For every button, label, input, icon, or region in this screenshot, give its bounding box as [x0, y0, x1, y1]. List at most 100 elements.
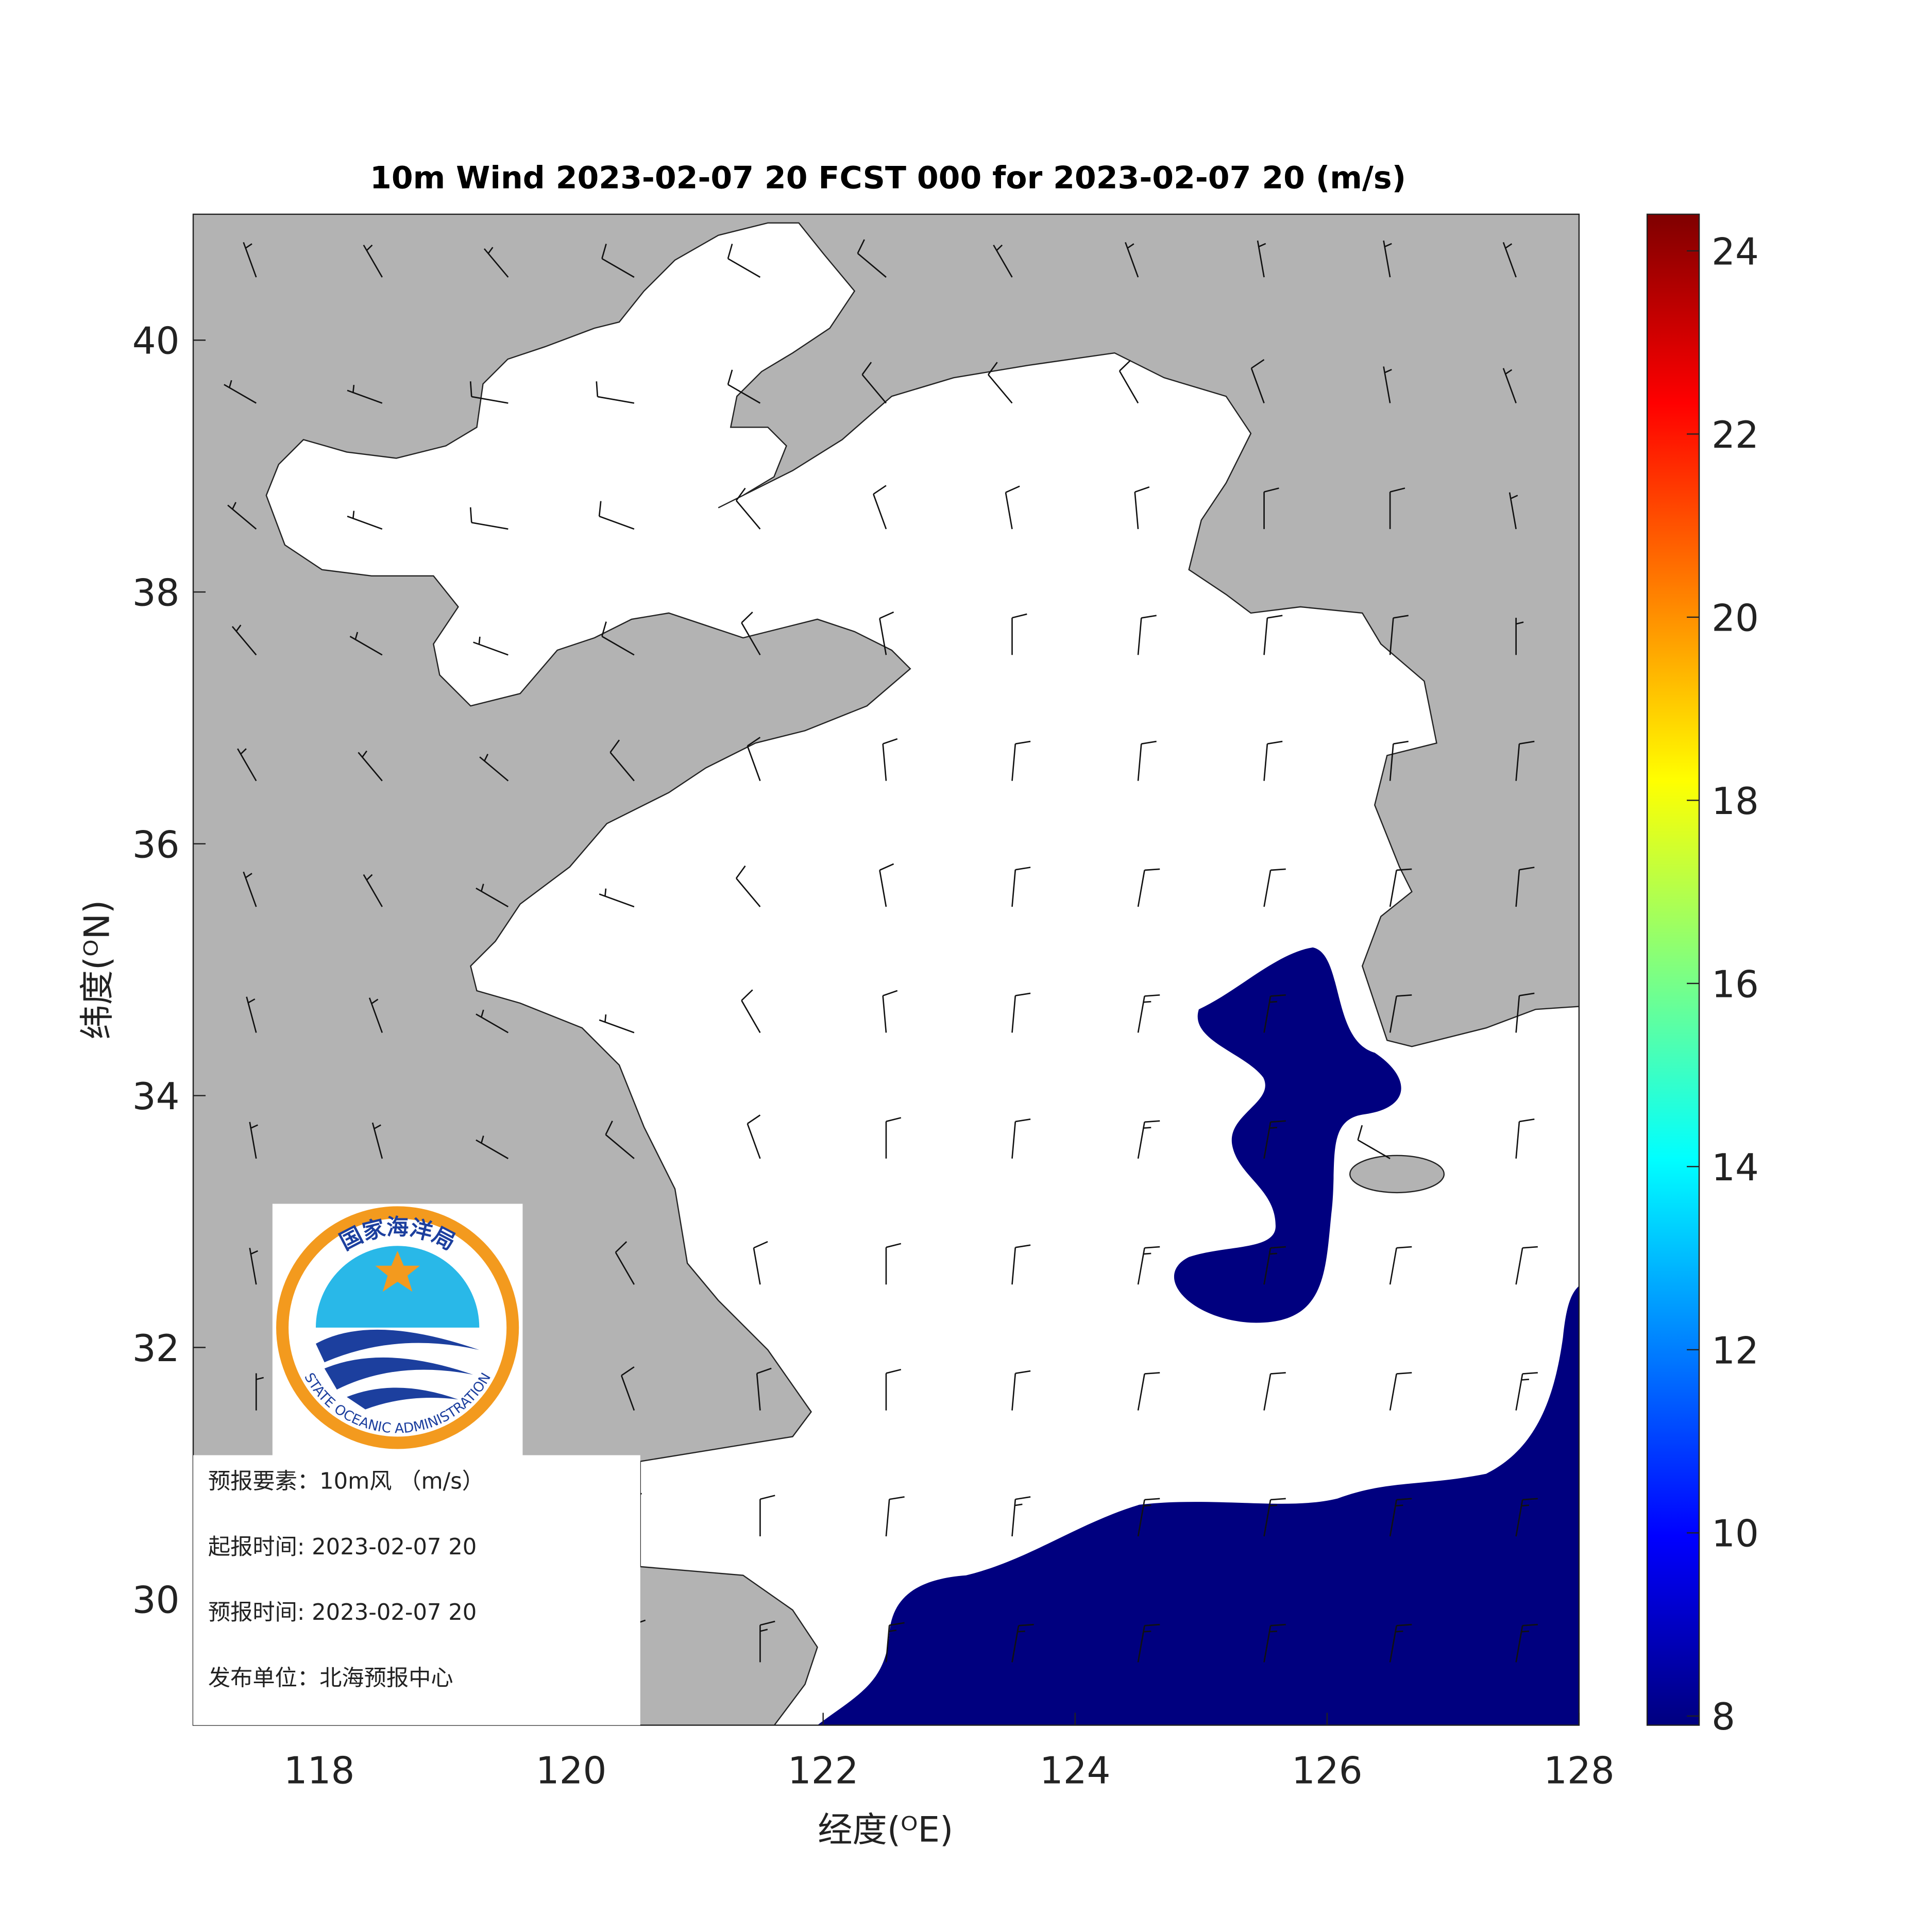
colorbar-tick-label: 24 — [1711, 230, 1759, 274]
wind-barb — [1011, 1623, 1034, 1663]
wind-barb — [1509, 492, 1518, 530]
wind-barb — [735, 865, 761, 907]
wind-barb — [1011, 1370, 1031, 1411]
wind-barb — [1515, 1372, 1538, 1411]
wind-barb — [476, 1136, 509, 1159]
wind-barb — [1263, 1498, 1286, 1537]
wind-barb — [1011, 992, 1031, 1033]
x-axis-label: 经度(ᴼE) — [818, 1810, 953, 1850]
wind-barb — [347, 384, 383, 404]
axes: 118 120 122 124 126 128 30 32 34 36 38 40 — [132, 320, 1615, 1793]
wind-barb — [1515, 618, 1524, 655]
wind-barb — [1389, 1246, 1412, 1285]
wind-barb — [1263, 740, 1283, 781]
wind-barb — [727, 369, 761, 404]
wind-barb — [609, 739, 635, 782]
x-tick-label: 126 — [1292, 1750, 1363, 1793]
wind-barb — [231, 624, 257, 656]
info-line: 预报要素：10m风 （m/s） — [208, 1468, 484, 1494]
wind-barb — [243, 871, 257, 907]
y-tick-label: 30 — [132, 1579, 180, 1622]
info: 预报要素：10m风 （m/s） 起报时间: 2023-02-07 20 预报时间: … — [208, 1468, 484, 1691]
wind-barb — [1515, 740, 1535, 781]
wind-barb — [885, 1243, 902, 1285]
wind-barb — [741, 612, 761, 655]
y-tick-label: 36 — [132, 823, 180, 867]
wind-barb — [1515, 1118, 1535, 1159]
wind-barb — [1389, 487, 1405, 529]
colorbar-tick-label: 8 — [1711, 1696, 1735, 1739]
wind-barb — [1383, 366, 1392, 403]
wind-barb — [363, 874, 383, 907]
wind-barb — [1137, 740, 1157, 781]
wind-barb — [1011, 1244, 1031, 1285]
logo-sea — [315, 1331, 480, 1413]
wind-barb — [885, 1117, 902, 1159]
wind-barb — [1263, 1623, 1286, 1663]
info-box — [193, 1455, 640, 1725]
wind-barb — [1011, 1118, 1031, 1159]
wind-barb — [988, 362, 1013, 404]
x-tick-label: 118 — [284, 1750, 355, 1793]
wind-barb — [473, 636, 509, 656]
wind-barb — [1383, 240, 1392, 278]
colorbar-ticks: 8 10 12 14 16 18 20 22 24 — [1687, 230, 1759, 1739]
wind-barb — [1134, 486, 1150, 529]
wind-barb — [363, 244, 383, 278]
wind-barb — [349, 632, 383, 656]
wind-barb — [476, 884, 509, 908]
y-tick-label: 38 — [132, 571, 180, 615]
wind-barb — [1118, 360, 1139, 404]
wind-barb — [371, 1122, 383, 1159]
wind-barb — [747, 737, 761, 782]
wind-barb — [249, 1122, 258, 1159]
colorbar-tick-label: 22 — [1711, 414, 1759, 457]
wind-barb — [1357, 1125, 1391, 1159]
logo-wave — [315, 1329, 480, 1363]
x-tick-label: 122 — [788, 1750, 859, 1793]
wind-barb — [1011, 867, 1031, 907]
wind-barb — [1137, 1372, 1160, 1411]
y-tick-label: 34 — [132, 1075, 180, 1118]
logo-sky — [315, 1246, 480, 1328]
wind-barb — [885, 1368, 902, 1411]
wind-barb — [993, 244, 1013, 278]
wind-barb — [747, 1114, 761, 1159]
chart-title: 10m Wind 2023-02-07 20 FCST 000 for 2023… — [370, 160, 1406, 196]
colorbar-tick-label: 16 — [1711, 963, 1759, 1006]
logo-wave — [347, 1387, 459, 1410]
colorbar-tick-label: 10 — [1711, 1513, 1759, 1556]
info-line: 预报时间: 2023-02-07 20 — [208, 1600, 477, 1625]
wind-barb — [1137, 994, 1160, 1033]
wind-barb — [347, 511, 383, 530]
barbs — [224, 239, 1538, 1663]
plot-frame — [192, 213, 1580, 1726]
info-line: 起报时间: 2023-02-07 20 — [208, 1534, 477, 1560]
wind-barb — [1263, 487, 1279, 529]
colorbar-tick-label: 12 — [1711, 1329, 1759, 1372]
wind-barb — [857, 239, 887, 278]
wind-barb — [1011, 1496, 1031, 1537]
wind-barb — [1389, 615, 1409, 655]
wind-barb — [224, 380, 257, 404]
wind-barb — [1263, 994, 1286, 1033]
wind-barb — [1389, 1372, 1412, 1411]
colorbar-tick-label: 14 — [1711, 1146, 1759, 1190]
wind-barb — [598, 501, 635, 530]
wind-barb — [243, 242, 257, 278]
wind-barb — [246, 996, 257, 1033]
x-tick-label: 120 — [536, 1750, 607, 1793]
sea — [265, 222, 1579, 1725]
y-tick-label: 40 — [132, 320, 180, 363]
speed-contour — [1174, 947, 1401, 1323]
info-line: 发布单位：北海预报中心 — [208, 1666, 453, 1691]
wind-barb — [368, 997, 383, 1033]
wind-barb — [1389, 1623, 1412, 1663]
wind-barb — [599, 1014, 635, 1033]
wind-barb — [1515, 1623, 1538, 1663]
y-axis-label: 纬度(ᴼN) — [77, 900, 117, 1040]
y-tick-label: 32 — [132, 1327, 180, 1370]
wind-barb — [479, 754, 509, 782]
wind-barb — [358, 750, 383, 782]
wind-barb — [1263, 1246, 1286, 1285]
